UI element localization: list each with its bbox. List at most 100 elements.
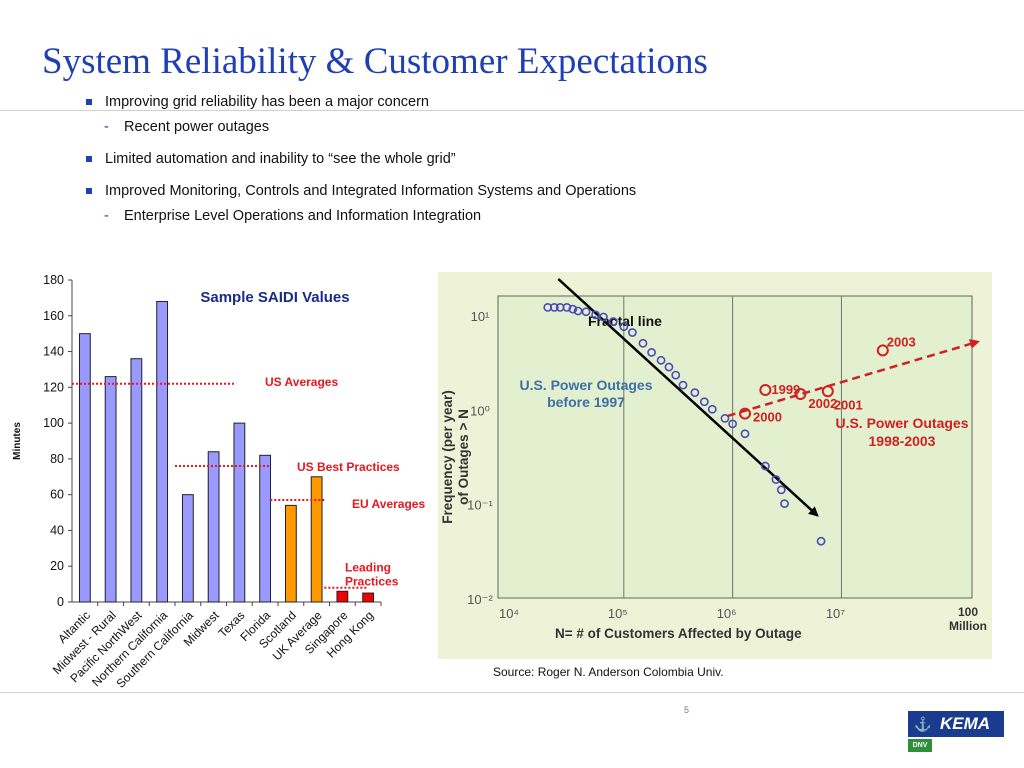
reference-line-label: US Best Practices	[297, 460, 400, 474]
y-tick-label: 10⁻¹	[467, 498, 493, 513]
data-point	[628, 328, 637, 337]
y-axis-label: Minutes	[12, 422, 23, 460]
y-tick-label: 0	[57, 595, 64, 609]
data-point	[699, 397, 709, 407]
data-point	[690, 388, 700, 398]
x-tick-label: 10⁶	[717, 606, 737, 621]
dash-icon: -	[104, 208, 109, 224]
bullet-square-icon	[86, 188, 92, 194]
data-point	[776, 485, 786, 495]
series-label: U.S. Power Outages	[835, 415, 968, 431]
footer-divider	[0, 692, 1024, 693]
header-divider	[0, 110, 1024, 111]
sub-bullet-text: Recent power outages	[124, 119, 270, 135]
dash-icon: -	[104, 119, 109, 135]
bar	[336, 590, 349, 603]
bar	[233, 422, 246, 603]
data-point	[664, 362, 674, 372]
data-point	[573, 306, 583, 316]
trend-arrow	[727, 339, 980, 418]
bullet-text: Limited automation and inability to “see…	[105, 151, 456, 167]
data-point	[728, 419, 738, 429]
bar	[310, 476, 323, 603]
saidi-bar-chart: 0 20 40 60 80 100 120 140 160 180 Minutes Sample SA…	[12, 273, 425, 691]
page-number: 5	[684, 705, 690, 715]
bullet-list: Improving grid reliability has been a ma…	[86, 93, 636, 225]
series-label: 1998-2003	[869, 433, 936, 449]
y-tick-label: 40	[50, 523, 64, 537]
x-tick-label: 10⁴	[499, 606, 519, 621]
data-point	[638, 338, 648, 348]
data-point	[671, 370, 681, 380]
y-tick-label: 20	[50, 559, 64, 573]
x-tick-label: 10⁵	[608, 606, 628, 621]
data-point	[821, 385, 834, 398]
y-tick-label: 80	[50, 452, 64, 466]
bar	[156, 300, 169, 603]
data-point	[739, 407, 752, 420]
data-point	[608, 317, 618, 326]
reference-line-label: EU Averages	[352, 497, 425, 511]
reference-line-label: US Averages	[265, 375, 338, 389]
bar	[284, 504, 297, 603]
bullet-square-icon	[86, 156, 92, 162]
logo-brand: KEMA	[940, 714, 991, 733]
data-point	[581, 307, 591, 317]
year-label: 1999	[771, 382, 800, 397]
y-tick-label: 10⁻²	[467, 592, 493, 607]
y-tick-label: 100	[43, 416, 64, 430]
source-caption: Source: Roger N. Anderson Colombia Univ.	[493, 665, 724, 679]
slide-title: System Reliability & Customer Expectatio…	[42, 41, 708, 82]
y-tick-label: 10⁰	[470, 403, 490, 418]
bullet-item: Improved Monitoring, Controls and Integr…	[86, 182, 636, 200]
year-label: 2002	[808, 396, 837, 411]
data-point	[707, 404, 717, 414]
data-point	[549, 303, 559, 312]
reference-line-label: Leading	[345, 561, 391, 575]
x-axis-label: N= # of Customers Affected by Outage	[555, 626, 802, 641]
year-label: 2000	[753, 410, 782, 425]
data-point	[568, 304, 578, 314]
bullet-text: Improving grid reliability has been a ma…	[105, 94, 429, 110]
data-point	[760, 461, 770, 471]
reference-line-label: Practices	[345, 575, 399, 589]
sub-bullet-item: - Recent power outages	[86, 118, 636, 136]
data-point	[647, 348, 656, 357]
data-point	[759, 383, 772, 396]
series-label: before 1997	[547, 394, 625, 410]
bar	[130, 358, 143, 603]
year-label: 2003	[887, 334, 916, 349]
data-point	[562, 303, 572, 312]
y-tick-label: 140	[43, 345, 64, 359]
bar	[78, 333, 91, 603]
chart-title: Sample SAIDI Values	[200, 289, 349, 306]
anchor-icon: ⚓	[914, 716, 932, 732]
y-tick-label: 120	[43, 380, 64, 394]
data-point	[656, 355, 666, 365]
y-tick-label: 160	[43, 309, 64, 323]
y-tick-label: 10¹	[471, 309, 490, 324]
bar	[104, 376, 117, 603]
bullet-square-icon	[86, 99, 92, 105]
y-axis-label: of Outages > N	[456, 409, 471, 505]
bar	[362, 592, 375, 603]
y-axis-label: Frequency (per year)	[440, 390, 455, 524]
data-point	[599, 312, 608, 322]
x-tick-label: Million	[949, 619, 987, 633]
data-point	[876, 344, 889, 357]
data-point	[771, 475, 781, 484]
x-tick-label: 10⁷	[826, 606, 845, 621]
bullet-text: Improved Monitoring, Controls and Integr…	[105, 183, 637, 199]
data-point	[619, 322, 629, 332]
bar	[181, 494, 194, 603]
logo-sub: DNV	[908, 739, 932, 752]
sub-bullet-item: - Enterprise Level Operations and Inform…	[86, 207, 636, 225]
bar	[207, 451, 220, 603]
kema-logo: ⚓ KEMA DNV	[908, 711, 1004, 752]
data-point	[678, 380, 688, 390]
data-point	[740, 429, 750, 439]
data-point	[794, 388, 807, 401]
y-tick-label: 60	[50, 488, 64, 502]
series-label: U.S. Power Outages	[519, 377, 652, 393]
